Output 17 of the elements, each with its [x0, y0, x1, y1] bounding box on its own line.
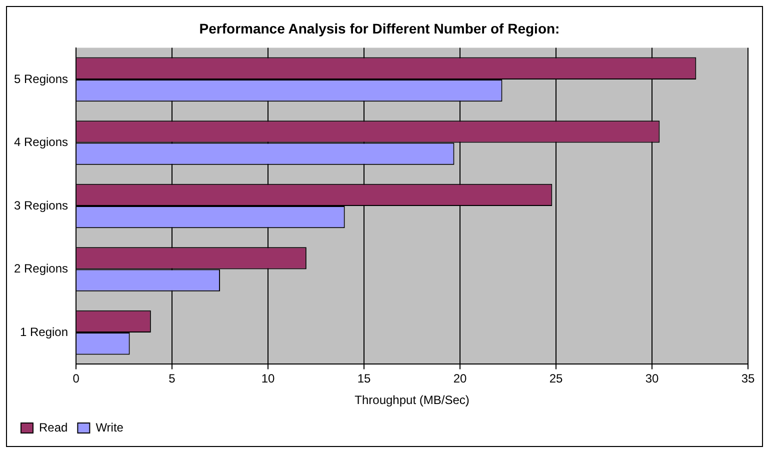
x-tick-label: 0	[72, 372, 80, 386]
legend-label: Read	[39, 420, 68, 434]
x-tick-label: 35	[741, 372, 755, 386]
x-tick-label: 20	[453, 372, 468, 386]
x-tick-label: 15	[357, 372, 372, 386]
x-tick-label: 25	[549, 372, 564, 386]
y-tick-label: 5 Regions	[14, 72, 68, 86]
legend-label: Write	[96, 420, 124, 434]
y-tick-label: 4 Regions	[14, 135, 68, 150]
x-tick-label: 5	[168, 372, 176, 386]
y-tick-label: 2 Regions	[14, 262, 68, 276]
y-tick-label: 3 Regions	[14, 198, 68, 212]
x-axis-title: Throughput (MB/Sec)	[354, 393, 470, 408]
chart-title: Performance Analysis for Different Number of Region:	[199, 20, 560, 36]
x-tick-label: 30	[645, 372, 659, 386]
y-tick-label: 1 Region	[20, 324, 68, 339]
x-tick-label: 10	[261, 372, 276, 386]
